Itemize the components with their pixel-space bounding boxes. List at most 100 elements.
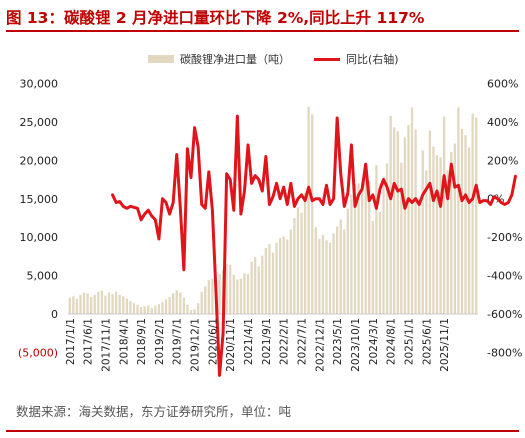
bar (425, 170, 428, 314)
bar (68, 297, 71, 314)
bar (100, 290, 104, 314)
x-tick-label: 2021/9/1 (261, 318, 273, 365)
bar (389, 115, 392, 314)
legend-bar-swatch (148, 55, 174, 63)
bar (385, 163, 389, 314)
bar (314, 227, 317, 314)
bar (360, 181, 364, 314)
bar (179, 292, 182, 314)
bar (286, 239, 289, 314)
bar (325, 240, 328, 314)
bar (75, 298, 79, 314)
bar (350, 194, 353, 314)
y-right-tick-label: 600% (487, 78, 518, 91)
x-tick-label: 2020/11/1 (225, 318, 237, 372)
bar (428, 130, 432, 314)
bar (118, 294, 121, 314)
bar (282, 236, 285, 314)
bar (104, 295, 107, 314)
bar (111, 294, 114, 314)
bar (307, 106, 310, 314)
bar (300, 212, 303, 314)
y-left-tick-label: 15,000 (20, 193, 59, 206)
bar (467, 147, 471, 314)
y-right-tick-label: -200% (487, 231, 522, 244)
bar (407, 125, 410, 315)
x-tick-label: 2024/8/1 (386, 318, 398, 365)
chart-legend: 碳酸锂净进口量（吨） 同比(右轴) (148, 51, 399, 67)
bar (446, 170, 449, 314)
bar (318, 238, 321, 314)
bar (72, 296, 75, 314)
bar (139, 307, 143, 314)
bar (207, 280, 210, 314)
bar (257, 266, 260, 314)
chart-title: 图 13：碳酸锂 2 月净进口量环比下降 2%,同比上升 117% (6, 9, 425, 27)
bar (353, 184, 357, 314)
bar (364, 170, 367, 314)
bar (254, 257, 257, 314)
title-rule (6, 30, 519, 32)
bar (125, 298, 128, 314)
bar (172, 293, 175, 314)
bar (400, 162, 403, 314)
bar (336, 226, 339, 314)
bar (293, 218, 296, 314)
bar (114, 291, 118, 314)
bar (296, 207, 300, 314)
bar (200, 291, 203, 314)
bar (261, 255, 264, 314)
x-tick-label: 2025/1/1 (403, 318, 415, 365)
bar (271, 252, 275, 314)
x-tick-label: 2025/11/1 (439, 318, 451, 372)
bar (371, 221, 374, 314)
y-left-tick-label: 25,000 (20, 116, 59, 129)
x-tick-label: 2021/4/1 (243, 318, 255, 365)
bar (421, 150, 424, 314)
bar (236, 279, 239, 314)
bar (343, 229, 346, 314)
bar (442, 116, 446, 315)
bar (332, 233, 335, 314)
bar (154, 305, 157, 314)
x-tick-label: 2023/10/1 (350, 318, 362, 372)
bar (218, 274, 221, 314)
bar (328, 242, 332, 314)
bar (278, 237, 282, 314)
legend-bar-label: 碳酸锂净进口量（吨） (180, 53, 290, 66)
x-tick-label: 2017/1/1 (65, 318, 77, 365)
y-right-tick-label: -800% (487, 346, 522, 359)
bar (246, 274, 250, 314)
bar (229, 264, 232, 314)
legend-line-label: 同比(右轴) (346, 53, 399, 66)
bar (475, 117, 478, 314)
source-note: 数据来源：海关数据，东方证券研究所，单位：吨 (16, 404, 292, 419)
y-right-tick-label: 200% (487, 154, 518, 167)
x-tick-label: 2017/6/1 (83, 318, 95, 365)
bar (393, 127, 396, 314)
bar (97, 291, 100, 314)
bar (457, 107, 460, 315)
bar (250, 261, 253, 314)
bar (232, 274, 235, 314)
bar (375, 165, 378, 314)
bar (403, 137, 407, 314)
bar (346, 208, 350, 314)
bar (107, 292, 111, 314)
bar (264, 247, 268, 314)
bar (93, 294, 96, 314)
bar (418, 198, 421, 314)
bar (414, 129, 417, 314)
y-left-tick-label: 20,000 (20, 154, 59, 167)
bar (396, 131, 399, 314)
x-tick-label: 2024/3/1 (368, 318, 380, 365)
x-tick-label: 2025/6/1 (421, 318, 433, 365)
bar (189, 310, 193, 314)
y-left-tick-label: 0 (51, 308, 58, 321)
bar (382, 177, 385, 314)
bar (79, 294, 82, 314)
bar (453, 143, 456, 314)
x-tick-label: 2022/2/1 (279, 318, 291, 365)
bar (368, 181, 371, 314)
y-left-tick-label: (5,000) (18, 346, 58, 359)
